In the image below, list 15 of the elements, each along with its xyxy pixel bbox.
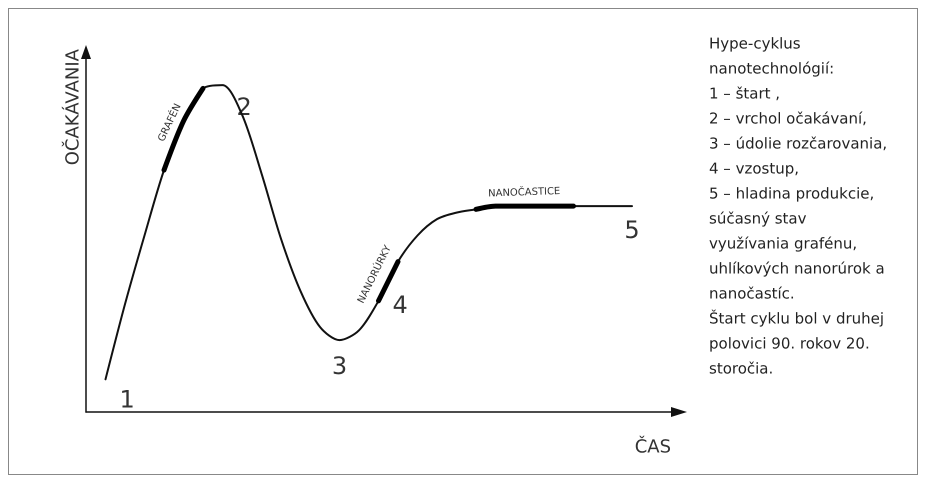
text: 5 – hladina produkcie, (709, 184, 874, 202)
annotation: 1 (120, 385, 135, 414)
text: 3 – údolie rozčarovania, (709, 134, 888, 152)
annotation: 5 (624, 216, 640, 244)
text: 4 – vzostup, (709, 160, 799, 178)
text: 1 – štart , (709, 84, 780, 102)
annotation: 4 (392, 290, 408, 319)
x-axis-title: ČAS (634, 436, 671, 458)
y-axis-title: OČAKÁVANIA (62, 48, 84, 166)
text: Štart cyklu bol v druhej polovici 90. rokov 20. storočia. (709, 310, 889, 378)
series-label: NANOČASTICE (488, 184, 560, 200)
annotation: 3 (332, 352, 348, 380)
text: 2 – vrchol očakávaní, (709, 110, 867, 128)
text: Hype-cyklus nanotechnológií: (709, 34, 834, 78)
text: súčasný stav využívania grafénu, uhlíkových nanorúrok a nanočastíc. (709, 210, 890, 302)
